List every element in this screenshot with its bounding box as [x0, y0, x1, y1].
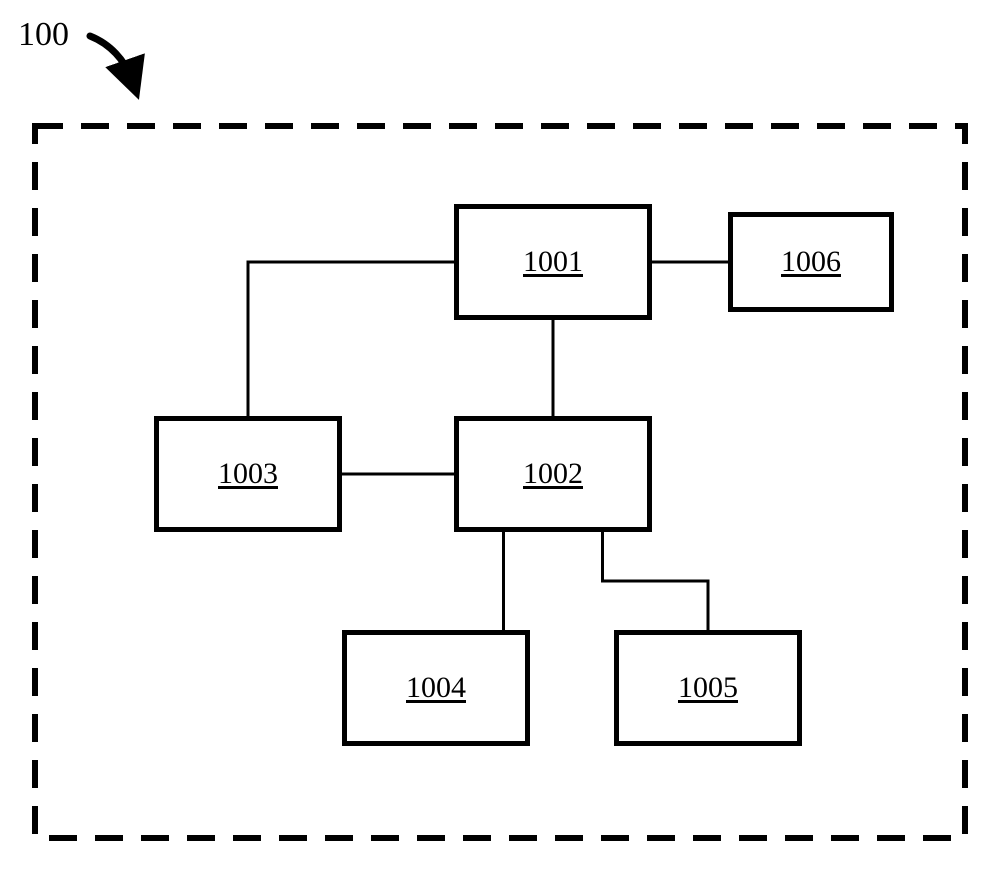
- node-label: 1002: [523, 457, 583, 491]
- node-label: 1001: [523, 245, 583, 279]
- node-label: 1006: [781, 245, 841, 279]
- node-1005: 1005: [614, 630, 802, 746]
- node-label: 1005: [678, 671, 738, 705]
- node-1004: 1004: [342, 630, 530, 746]
- node-1001: 1001: [454, 204, 652, 320]
- diagram-stage: 100 100110061003100210041005: [0, 0, 1000, 872]
- node-label: 1004: [406, 671, 466, 705]
- node-1006: 1006: [728, 212, 894, 312]
- node-1003: 1003: [154, 416, 342, 532]
- node-1002: 1002: [454, 416, 652, 532]
- node-label: 1003: [218, 457, 278, 491]
